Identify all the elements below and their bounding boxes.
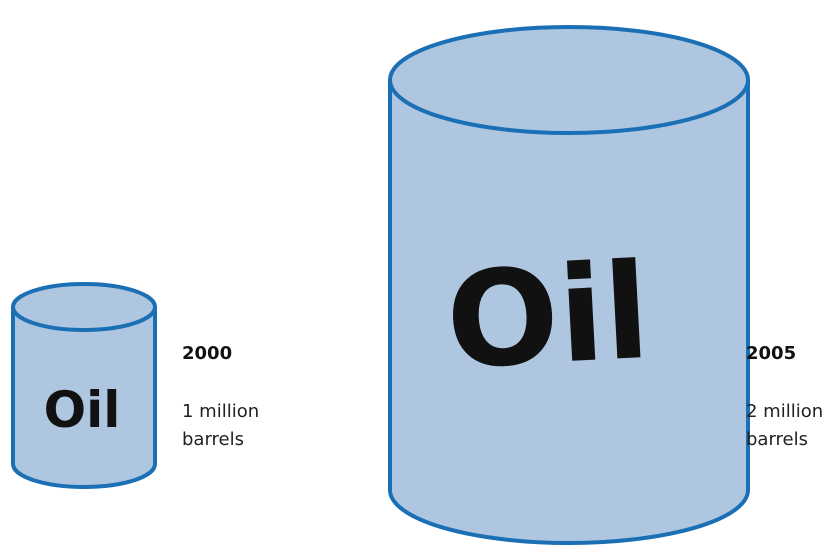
amount: 2 million xyxy=(746,401,823,422)
barrel-small: Oil xyxy=(11,282,157,489)
barrel-top xyxy=(388,25,750,135)
unit: barrels xyxy=(182,429,244,450)
year: 2005 xyxy=(746,343,796,364)
barrel-body xyxy=(11,307,157,489)
barrel-label: Oil xyxy=(443,235,654,399)
barrel-top xyxy=(11,282,157,332)
barrel-body xyxy=(388,80,750,545)
barrel-large: Oil xyxy=(388,25,750,545)
amount: 1 million xyxy=(182,401,259,422)
barrel-label: Oil xyxy=(44,381,121,439)
unit: barrels xyxy=(746,429,808,450)
year: 2000 xyxy=(182,343,232,364)
